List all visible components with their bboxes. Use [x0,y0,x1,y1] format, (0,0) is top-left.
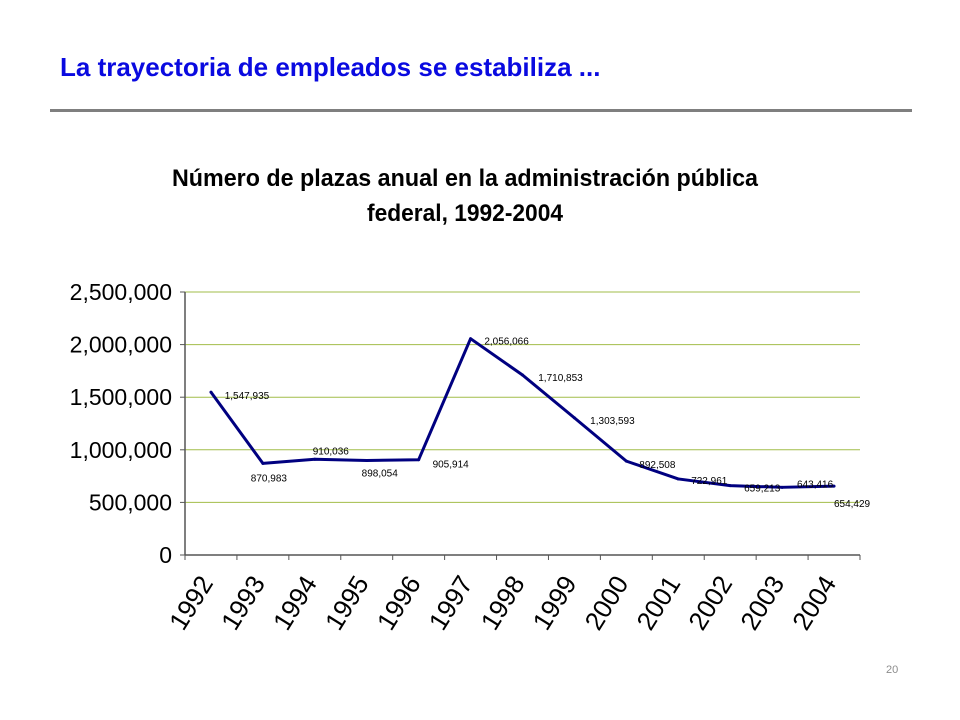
x-tick-label: 2004 [786,570,842,635]
data-label: 654,429 [834,499,871,510]
data-point [469,337,473,341]
y-tick-label: 0 [159,542,172,568]
x-tick-label: 2003 [734,570,790,635]
y-tick-label: 2,500,000 [70,279,172,305]
x-tick-label: 1998 [474,570,530,635]
x-tick-label: 1999 [526,570,582,635]
data-label: 659,213 [744,484,781,495]
data-point [313,457,317,461]
data-point [572,416,576,420]
x-tick-label: 1993 [215,570,271,635]
title-divider [50,109,912,112]
data-label: 643,416 [797,479,834,490]
data-label: 1,303,593 [590,416,635,427]
data-point [365,459,369,463]
data-point [209,390,213,394]
x-tick-label: 1996 [371,570,427,635]
x-tick-label: 2002 [682,570,738,635]
y-tick-label: 1,500,000 [70,384,172,410]
data-point [832,484,836,488]
data-label: 2,056,066 [484,337,529,348]
data-label: 905,914 [433,460,470,471]
data-point [676,477,680,481]
chart-title: Número de plazas anual en la administrac… [172,165,759,227]
x-tick-label: 1995 [319,570,375,635]
series-line [209,337,835,489]
data-label: 898,054 [362,469,399,480]
data-point [261,461,265,465]
data-point [728,484,732,488]
y-tick-label: 500,000 [89,489,172,515]
y-tick-label: 1,000,000 [70,437,172,463]
chart-title-line-1: Número de plazas anual en la administrac… [172,165,759,192]
x-axis-tick-labels: 1992199319941995199619971998199920002001… [163,570,842,635]
data-labels: 1,547,935 870,983 910,036 898,054 905,914 2,0… [225,337,871,510]
slide-title: La trayectoria de empleados se estabiliz… [60,52,601,82]
gridlines [185,291,860,503]
chart-title-line-2: federal, 1992-2004 [367,200,564,227]
x-tick-label: 1992 [163,570,219,635]
data-label: 870,983 [251,473,288,484]
y-axis-tick-labels: 0 500,000 1,000,000 1,500,000 2,000,000 2,500… [70,279,172,568]
page-number: 20 [886,664,899,676]
series [209,337,836,489]
data-point [417,458,421,462]
data-point [780,485,784,489]
data-point [521,373,524,377]
x-tick-label: 2000 [578,570,634,635]
data-point [624,459,628,463]
x-tick-label: 2001 [630,570,686,635]
axes [180,291,861,560]
y-tick-label: 2,000,000 [70,332,172,358]
data-label: 1,710,853 [538,373,583,384]
data-label: 1,547,935 [225,391,270,402]
x-tick-label: 1997 [423,570,479,635]
data-label: 892,508 [639,460,676,471]
data-label: 722,961 [691,476,728,487]
x-tick-label: 1994 [267,570,323,635]
data-label: 910,036 [313,446,350,457]
